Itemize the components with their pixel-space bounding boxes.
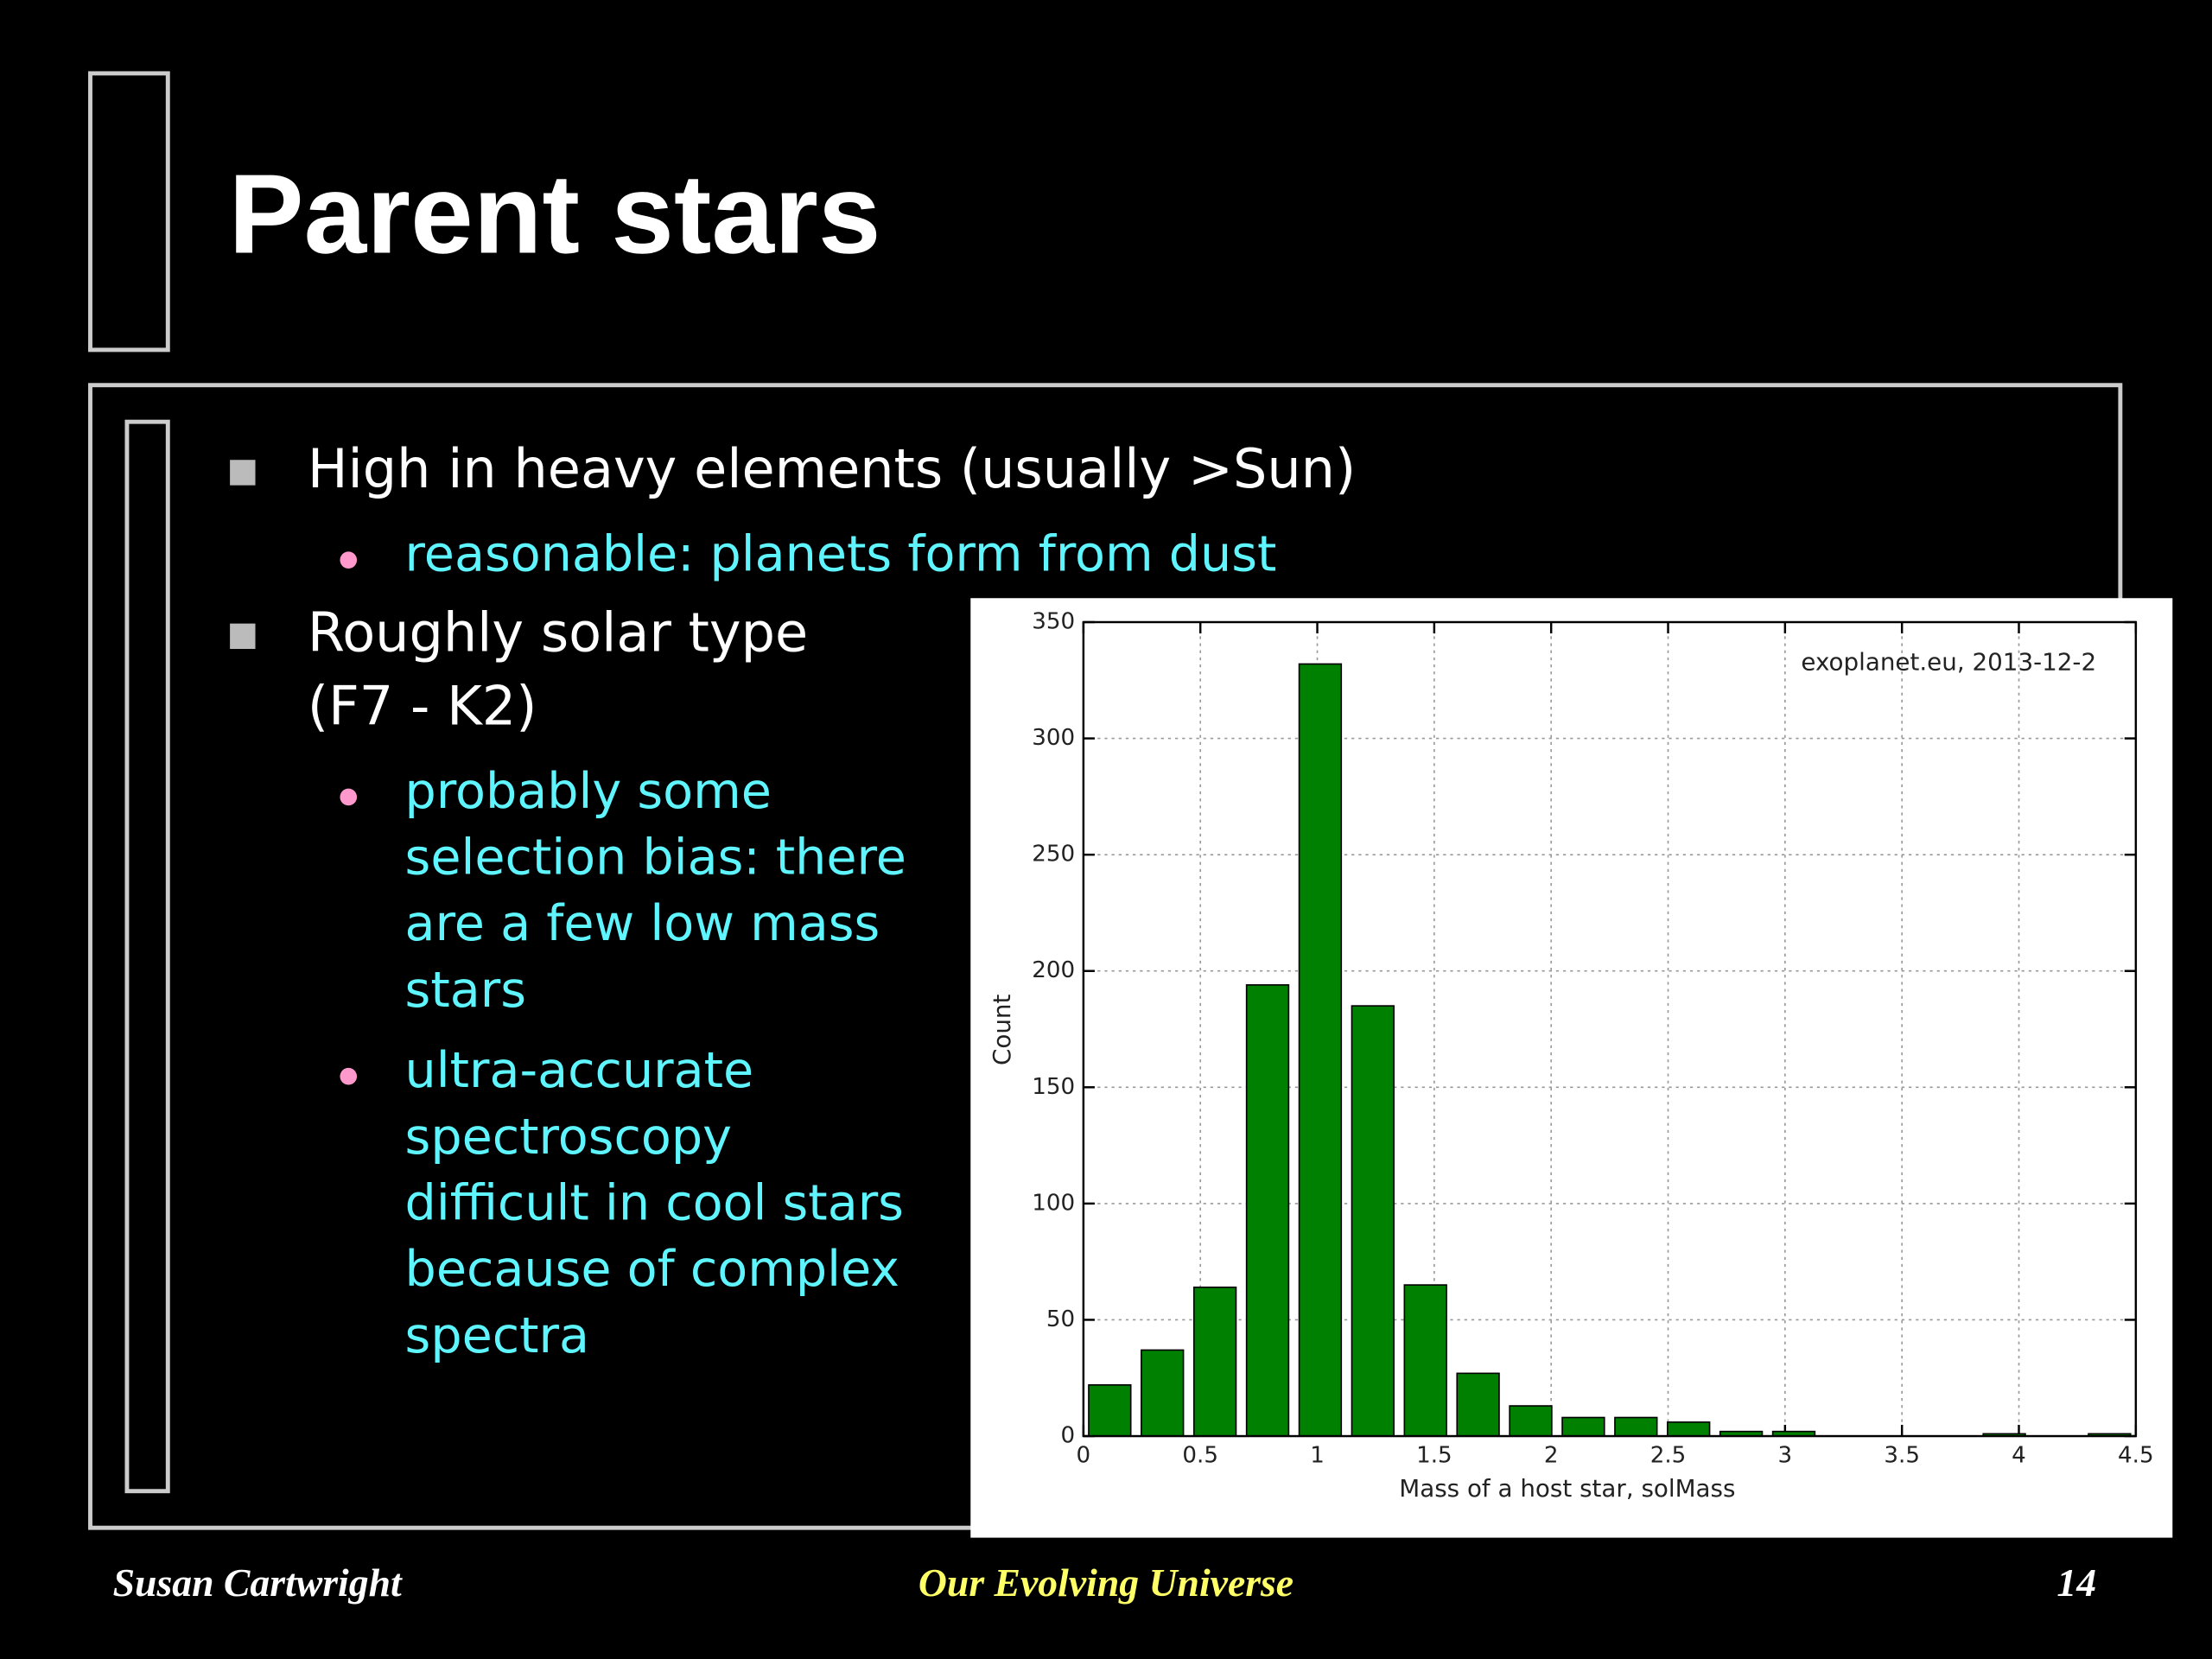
x-tick-label: 3.5 — [1884, 1442, 1920, 1468]
bar — [1456, 1372, 1500, 1437]
bar — [1561, 1416, 1605, 1437]
sub-bullet-text: are a few low mass — [405, 895, 880, 952]
y-tick-label: 350 — [1032, 608, 1075, 634]
bar — [1088, 1384, 1132, 1437]
bullet-marker — [230, 623, 256, 650]
sub-bullet-text: because of complex — [405, 1241, 899, 1298]
annotation: exoplanet.eu, 2013-12-2 — [1801, 647, 2096, 676]
y-tick-label: 100 — [1032, 1190, 1075, 1216]
bullet-list: High in heavy elements (usually >Sun) rea… — [230, 437, 1356, 1364]
plot-frame — [1082, 620, 2138, 1438]
chart: 0 50 100 150 200 250 300 350 0 0.5 1 1.5 2 2.5 3 3.5 4 4.… — [970, 598, 2173, 1538]
side-frame — [124, 419, 170, 1494]
x-tick-label: 3 — [1778, 1442, 1793, 1468]
y-tick-label: 150 — [1032, 1074, 1075, 1100]
y-axis-label: Count — [988, 995, 1016, 1066]
bar — [1667, 1421, 1711, 1437]
y-tick-label: 200 — [1032, 957, 1075, 983]
slide-title: Parent stars — [228, 150, 880, 276]
bullet-text: Roughly solar type — [308, 601, 808, 664]
title-frame — [88, 71, 170, 353]
bullet-text: (F7 - K2) — [308, 674, 537, 737]
footer-author: Susan Cartwright — [113, 1560, 403, 1605]
sub-bullet-text: spectra — [405, 1307, 589, 1364]
footer-course: Our Evolving Universe — [918, 1560, 1294, 1605]
bar — [1245, 984, 1290, 1437]
sub-bullet-text: stars — [405, 962, 526, 1019]
x-tick-label: 1 — [1310, 1442, 1325, 1468]
bar — [1509, 1405, 1553, 1437]
x-axis-label: Mass of a host star, solMass — [1399, 1474, 1735, 1503]
bar — [1192, 1286, 1237, 1437]
bar — [1403, 1284, 1447, 1437]
bar — [1298, 663, 1343, 1437]
bar — [1614, 1416, 1658, 1437]
x-tick-label: 2 — [1544, 1442, 1559, 1468]
sub-bullet-marker — [340, 1067, 358, 1085]
sub-bullet-marker — [340, 551, 358, 569]
x-tick-label: 1.5 — [1416, 1442, 1452, 1468]
sub-bullet-text: spectroscopy — [405, 1109, 732, 1166]
x-tick-label: 4 — [2012, 1442, 2026, 1468]
y-tick-label: 250 — [1032, 842, 1075, 868]
sub-bullet-marker — [340, 788, 358, 806]
sub-bullet-text: difficult in cool stars — [405, 1175, 904, 1232]
sub-bullet-text: ultra-accurate — [405, 1042, 754, 1099]
y-tick-label: 50 — [1046, 1306, 1075, 1332]
y-tick-label: 0 — [1060, 1423, 1075, 1449]
x-tick-label: 4.5 — [2118, 1442, 2154, 1468]
x-tick-label: 0 — [1077, 1442, 1091, 1468]
x-tick-label: 0.5 — [1182, 1442, 1218, 1468]
bar — [1351, 1005, 1395, 1437]
bar — [1141, 1349, 1185, 1437]
sub-bullet-text: selection bias: there — [405, 830, 906, 887]
footer-page: 14 — [2056, 1560, 2096, 1605]
sub-bullet-text: reasonable: planets form from dust — [405, 526, 1277, 583]
sub-bullet-text: probably some — [405, 763, 772, 820]
x-tick-label: 2.5 — [1650, 1442, 1687, 1468]
bullet-text: High in heavy elements (usually >Sun) — [308, 437, 1356, 500]
y-tick-label: 300 — [1032, 725, 1075, 751]
bullet-marker — [230, 460, 256, 486]
